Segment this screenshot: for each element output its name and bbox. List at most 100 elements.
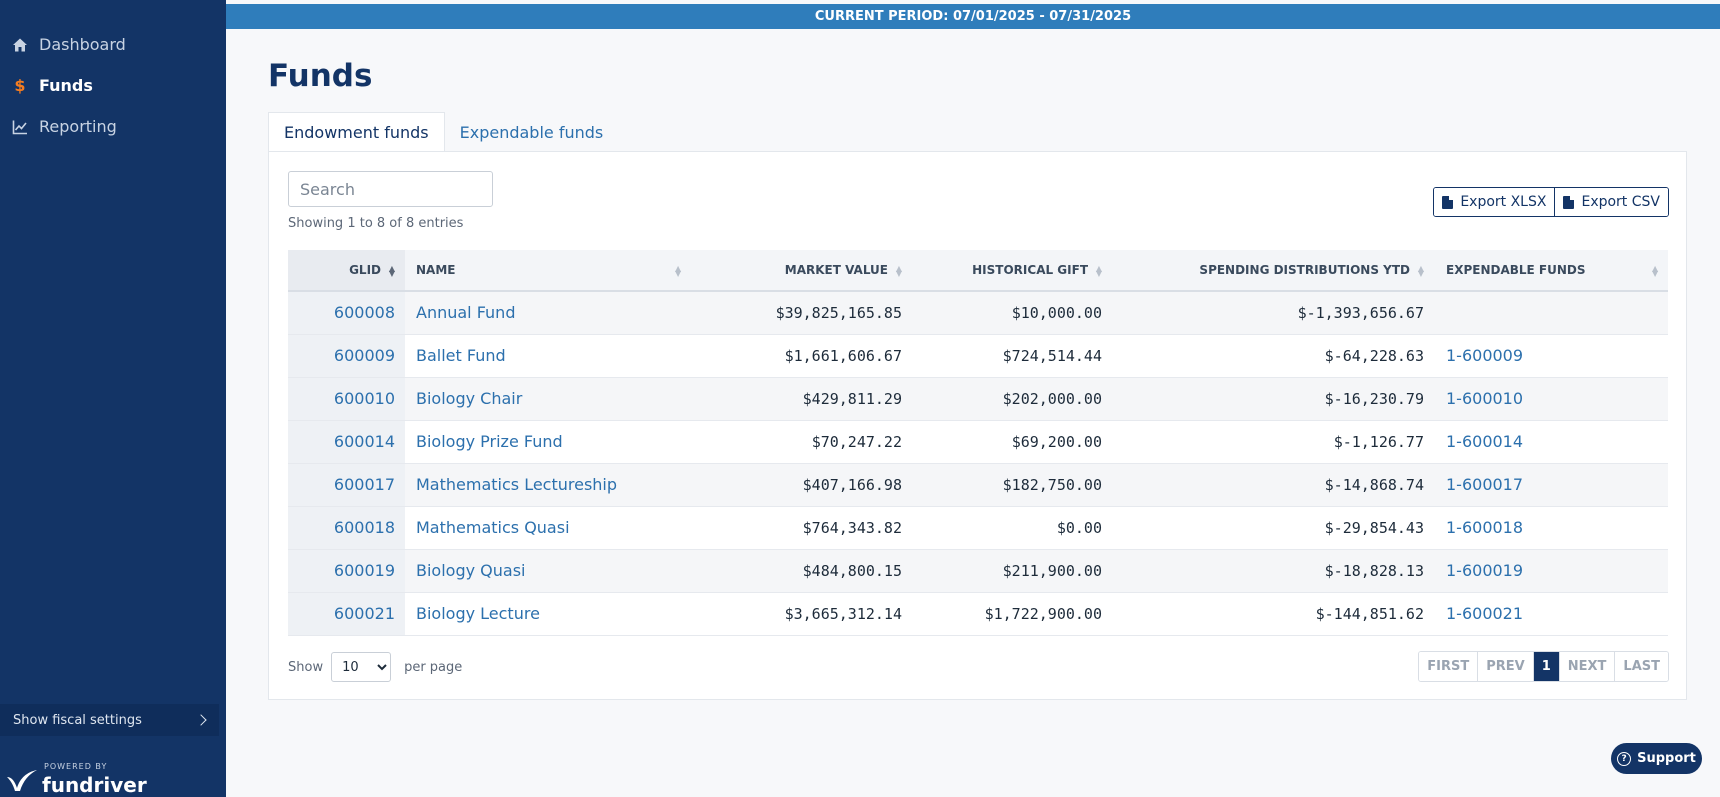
- historical-gift-cell: $724,514.44: [1002, 346, 1102, 365]
- table-cell: Biology Chair: [405, 377, 691, 421]
- column-header-market-value[interactable]: MARKET VALUE ▲ ▼: [691, 250, 902, 292]
- powered-by-logo: POWERED BY fundriver: [6, 762, 147, 796]
- expendable-fund-link[interactable]: 1-600019: [1446, 561, 1524, 580]
- spending-distributions-cell: $-29,854.43: [1324, 518, 1424, 537]
- fundriver-logo-icon: [6, 768, 38, 796]
- historical-gift-cell: $1,722,900.00: [984, 604, 1102, 623]
- chevron-right-icon: [195, 714, 207, 726]
- file-csv-icon: [1563, 195, 1575, 209]
- table-cell: $0.00: [902, 506, 1102, 550]
- column-header-name[interactable]: NAME ▲ ▼: [405, 250, 691, 292]
- search-input[interactable]: [288, 171, 493, 207]
- expendable-fund-link[interactable]: 1-600021: [1446, 604, 1524, 623]
- sort-icon: ▲ ▼: [1417, 263, 1424, 278]
- pager-prev-button[interactable]: PREV: [1477, 652, 1533, 681]
- pager-last-button[interactable]: LAST: [1614, 652, 1668, 681]
- table-cell: 600008: [288, 291, 405, 335]
- table-cell: $69,200.00: [902, 420, 1102, 464]
- table-cell: $484,800.15: [691, 549, 902, 593]
- brand-name: fundriver: [42, 773, 147, 797]
- fund-name-link[interactable]: Annual Fund: [416, 303, 516, 323]
- fiscal-settings-toggle[interactable]: Show fiscal settings: [0, 704, 219, 736]
- table-cell: [1424, 291, 1668, 335]
- table-cell: $-1,393,656.67: [1102, 291, 1424, 335]
- market-value-cell: $39,825,165.85: [775, 303, 902, 322]
- support-button[interactable]: ? Support: [1611, 743, 1702, 774]
- glid-link[interactable]: 600008: [333, 303, 395, 323]
- pager-next-button[interactable]: NEXT: [1558, 652, 1615, 681]
- fund-name-link[interactable]: Biology Prize Fund: [416, 432, 563, 451]
- column-header-expendable-funds[interactable]: EXPENDABLE FUNDS ▲ ▼: [1424, 250, 1668, 292]
- glid-link[interactable]: 600014: [333, 432, 395, 451]
- per-page-suffix-label: per page: [404, 659, 463, 675]
- table-cell: $724,514.44: [902, 334, 1102, 378]
- pagination: FIRST PREV 1 NEXT LAST: [1418, 651, 1669, 682]
- expendable-fund-link[interactable]: 1-600017: [1446, 475, 1524, 494]
- column-header-label: MARKET VALUE: [784, 263, 888, 277]
- spending-distributions-cell: $-16,230.79: [1324, 389, 1424, 408]
- table-cell: $-29,854.43: [1102, 506, 1424, 550]
- per-page-select[interactable]: 10: [331, 652, 392, 682]
- historical-gift-cell: $0.00: [1056, 518, 1102, 537]
- current-period-banner: CURRENT PERIOD: 07/01/2025 - 07/31/2025: [226, 4, 1720, 29]
- fund-tabs: Endowment funds Expendable funds: [268, 112, 618, 152]
- column-header-glid[interactable]: GLID ▲ ▼: [288, 250, 405, 292]
- table-row: 600010 Biology Chair $429,811.29 $202,000.0…: [288, 377, 1668, 421]
- fund-name-link[interactable]: Biology Quasi: [416, 561, 526, 580]
- glid-link[interactable]: 600009: [333, 346, 395, 365]
- funds-table-body: 600008 Annual Fund $39,825,165.85 $10,000.0…: [288, 291, 1668, 636]
- historical-gift-cell: $10,000.00: [1011, 303, 1102, 322]
- column-header-historical-gift[interactable]: HISTORICAL GIFT ▲ ▼: [902, 250, 1102, 292]
- table-cell: $3,665,312.14: [691, 592, 902, 636]
- glid-link[interactable]: 600018: [333, 518, 395, 537]
- tab-endowment-funds[interactable]: Endowment funds: [268, 112, 445, 152]
- table-cell: Mathematics Quasi: [405, 506, 691, 550]
- fund-name-link[interactable]: Biology Chair: [416, 389, 523, 408]
- fund-name-link[interactable]: Mathematics Lectureship: [416, 475, 618, 494]
- column-header-spending-distributions[interactable]: SPENDING DISTRIBUTIONS YTD ▲ ▼: [1102, 250, 1424, 292]
- expendable-fund-link[interactable]: 1-600018: [1446, 518, 1524, 537]
- entries-info: Showing 1 to 8 of 8 entries: [288, 216, 464, 231]
- table-cell: $-14,868.74: [1102, 463, 1424, 507]
- per-page-show-label: Show: [288, 659, 324, 675]
- table-header-row: GLID ▲ ▼ NAME ▲ ▼ MARKET VALUE ▲ ▼ HISTORICAL …: [288, 250, 1668, 292]
- historical-gift-cell: $69,200.00: [1011, 432, 1102, 451]
- market-value-cell: $1,661,606.67: [784, 346, 902, 365]
- fund-name-link[interactable]: Ballet Fund: [416, 346, 506, 365]
- tab-expendable-funds[interactable]: Expendable funds: [459, 122, 604, 142]
- table-cell: 1-600010: [1424, 377, 1668, 421]
- fund-name-link[interactable]: Mathematics Quasi: [416, 518, 570, 537]
- sidebar-item-label: Reporting: [39, 117, 117, 136]
- spending-distributions-cell: $-1,393,656.67: [1297, 303, 1424, 322]
- sidebar: Dashboard $ Funds Reporting Show fiscal …: [0, 0, 226, 797]
- sidebar-item-reporting[interactable]: Reporting: [0, 106, 226, 147]
- per-page-control: Show 10 per page: [288, 652, 462, 682]
- table-cell: Annual Fund: [405, 291, 691, 335]
- expendable-fund-link[interactable]: 1-600009: [1446, 346, 1524, 365]
- table-row: 600019 Biology Quasi $484,800.15 $211,900.0…: [288, 549, 1668, 593]
- fund-name-link[interactable]: Biology Lecture: [416, 604, 540, 623]
- home-icon: [11, 36, 29, 54]
- glid-link[interactable]: 600021: [333, 604, 395, 623]
- spending-distributions-cell: $-144,851.62: [1315, 604, 1424, 623]
- export-buttons: Export XLSX Export CSV: [1433, 187, 1669, 217]
- table-cell: $1,722,900.00: [902, 592, 1102, 636]
- sidebar-item-dashboard[interactable]: Dashboard: [0, 24, 226, 65]
- file-excel-icon: [1442, 195, 1454, 209]
- glid-link[interactable]: 600019: [333, 561, 395, 580]
- table-cell: $-1,126.77: [1102, 420, 1424, 464]
- pager-first-button[interactable]: FIRST: [1419, 652, 1478, 681]
- spending-distributions-cell: $-18,828.13: [1324, 561, 1424, 580]
- support-label: Support: [1637, 751, 1696, 766]
- export-xlsx-button[interactable]: Export XLSX: [1434, 188, 1555, 216]
- export-csv-button[interactable]: Export CSV: [1554, 188, 1668, 216]
- glid-link[interactable]: 600010: [333, 389, 395, 408]
- glid-link[interactable]: 600017: [333, 475, 395, 494]
- spending-distributions-cell: $-14,868.74: [1324, 475, 1424, 494]
- sidebar-item-funds[interactable]: $ Funds: [0, 65, 226, 106]
- expendable-fund-link[interactable]: 1-600010: [1446, 389, 1524, 408]
- market-value-cell: $484,800.15: [802, 561, 902, 580]
- pager-page-1-button[interactable]: 1: [1532, 652, 1559, 681]
- chart-line-icon: [11, 118, 29, 136]
- expendable-fund-link[interactable]: 1-600014: [1446, 432, 1524, 451]
